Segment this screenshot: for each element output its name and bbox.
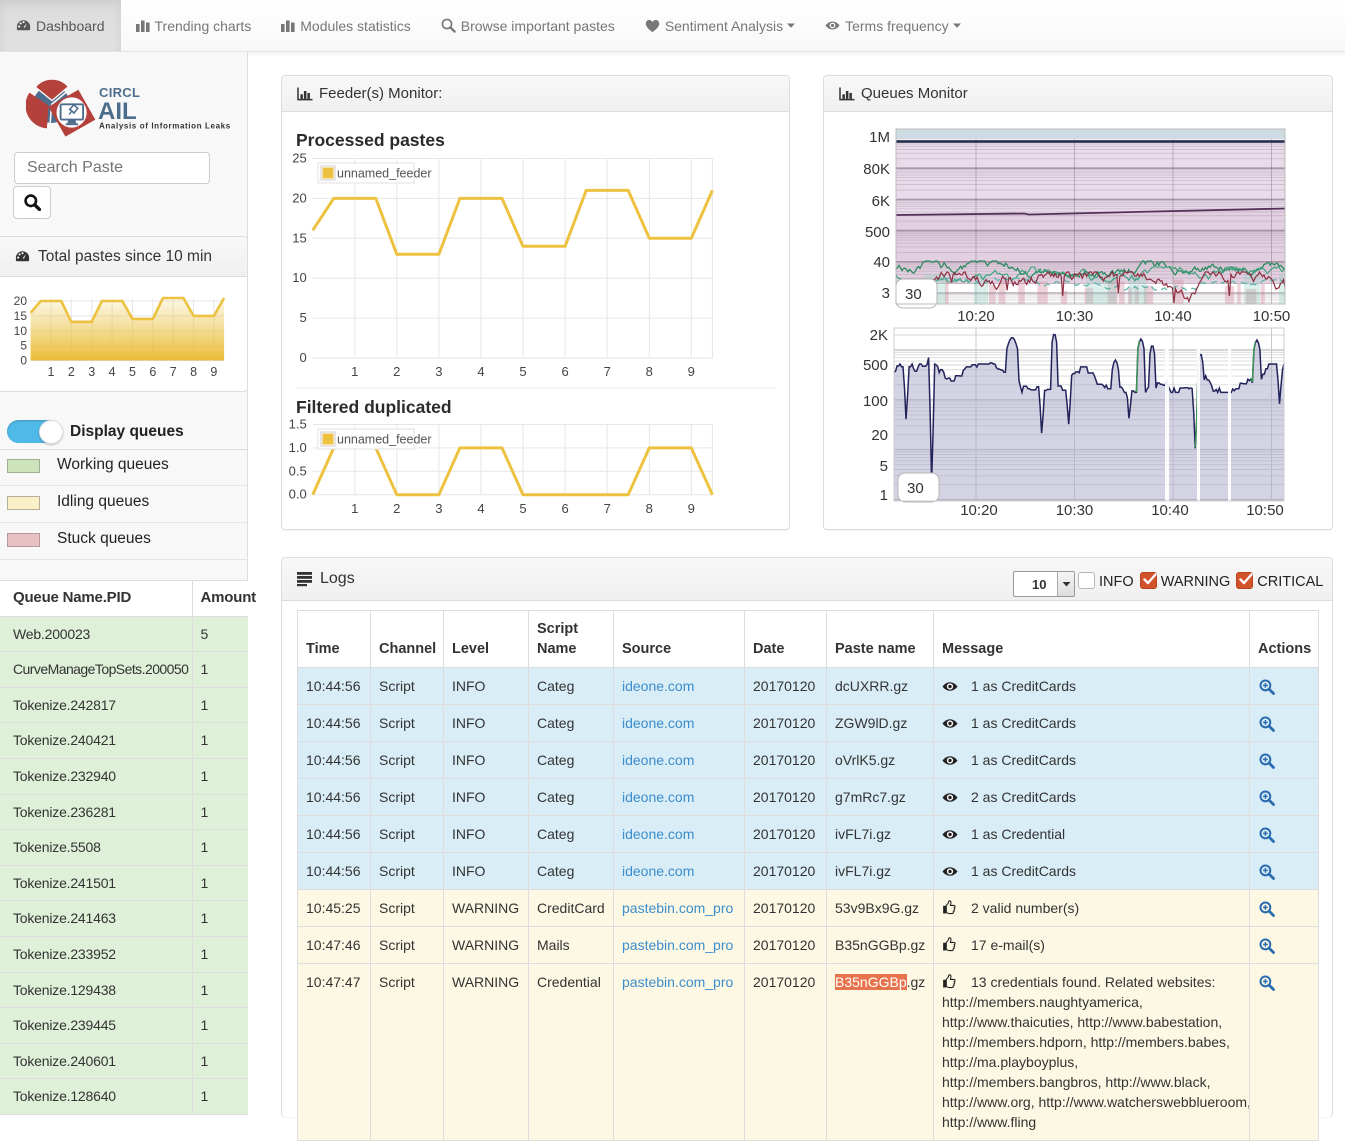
svg-text:20: 20 — [292, 190, 306, 205]
svg-text:unnamed_feeder: unnamed_feeder — [337, 433, 432, 447]
svg-text:Processed pastes: Processed pastes — [296, 130, 445, 150]
svg-text:1M: 1M — [869, 129, 890, 146]
svg-text:3: 3 — [435, 501, 442, 516]
svg-text:10:30: 10:30 — [1056, 308, 1094, 325]
svg-text:8: 8 — [190, 365, 197, 379]
svg-text:5: 5 — [519, 364, 526, 379]
svg-text:4: 4 — [109, 365, 116, 379]
svg-text:9: 9 — [688, 501, 695, 516]
svg-text:AIL: AIL — [98, 98, 137, 125]
svg-text:1.0: 1.0 — [289, 440, 307, 455]
svg-text:1: 1 — [48, 365, 55, 379]
svg-text:10:30: 10:30 — [1056, 502, 1094, 519]
svg-text:4: 4 — [477, 364, 484, 379]
svg-text:10:20: 10:20 — [960, 502, 998, 519]
svg-text:CIRCL: CIRCL — [99, 85, 140, 100]
svg-text:3: 3 — [435, 364, 442, 379]
svg-text:0.5: 0.5 — [289, 463, 307, 478]
svg-text:6: 6 — [561, 501, 568, 516]
svg-text:4: 4 — [477, 501, 484, 516]
svg-text:10:40: 10:40 — [1154, 308, 1192, 325]
svg-text:100: 100 — [863, 393, 888, 410]
svg-text:2K: 2K — [870, 327, 888, 344]
svg-text:6K: 6K — [872, 193, 890, 210]
svg-text:9: 9 — [688, 364, 695, 379]
svg-text:30: 30 — [905, 286, 922, 303]
svg-text:9: 9 — [210, 365, 217, 379]
svg-text:30: 30 — [907, 480, 924, 497]
svg-text:7: 7 — [604, 501, 611, 516]
svg-text:3: 3 — [88, 365, 95, 379]
svg-text:10: 10 — [14, 324, 28, 338]
svg-text:20: 20 — [14, 294, 28, 308]
svg-text:2: 2 — [393, 364, 400, 379]
svg-text:7: 7 — [604, 364, 611, 379]
svg-text:0: 0 — [299, 350, 306, 365]
svg-text:unnamed_feeder: unnamed_feeder — [337, 167, 432, 181]
svg-text:15: 15 — [292, 230, 306, 245]
svg-text:1: 1 — [351, 364, 358, 379]
svg-text:10:20: 10:20 — [957, 308, 995, 325]
svg-text:6: 6 — [149, 365, 156, 379]
svg-text:5: 5 — [20, 339, 27, 353]
svg-text:Filtered duplicated: Filtered duplicated — [296, 397, 452, 417]
svg-text:1: 1 — [880, 487, 888, 504]
svg-text:500: 500 — [863, 357, 888, 374]
svg-text:10:50: 10:50 — [1246, 502, 1284, 519]
svg-text:15: 15 — [14, 309, 28, 323]
svg-text:Analysis of Information Leaks: Analysis of Information Leaks — [99, 122, 231, 131]
svg-text:5: 5 — [880, 458, 888, 475]
svg-text:40: 40 — [873, 254, 890, 271]
svg-text:0: 0 — [20, 354, 27, 368]
svg-text:10:50: 10:50 — [1253, 308, 1291, 325]
svg-text:5: 5 — [129, 365, 136, 379]
svg-text:25: 25 — [292, 151, 306, 166]
svg-text:20: 20 — [871, 427, 888, 444]
svg-text:0.0: 0.0 — [289, 487, 307, 502]
svg-text:500: 500 — [865, 224, 890, 241]
svg-text:2: 2 — [68, 365, 75, 379]
svg-text:6: 6 — [561, 364, 568, 379]
svg-text:1: 1 — [351, 501, 358, 516]
svg-text:3: 3 — [882, 285, 890, 302]
svg-text:8: 8 — [646, 364, 653, 379]
svg-text:80K: 80K — [863, 161, 890, 178]
svg-text:10:40: 10:40 — [1151, 502, 1189, 519]
svg-text:5: 5 — [299, 310, 306, 325]
svg-text:2: 2 — [393, 501, 400, 516]
svg-text:1.5: 1.5 — [289, 417, 307, 432]
svg-text:5: 5 — [519, 501, 526, 516]
svg-text:8: 8 — [646, 501, 653, 516]
svg-text:7: 7 — [170, 365, 177, 379]
svg-text:10: 10 — [292, 270, 306, 285]
